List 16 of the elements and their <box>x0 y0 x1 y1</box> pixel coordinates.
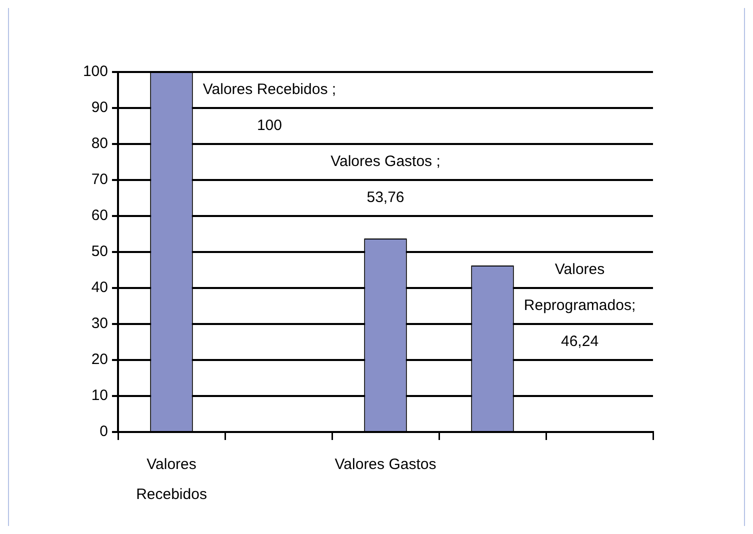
y-tick-label: 10 <box>91 387 108 404</box>
y-tick-label: 90 <box>91 99 108 116</box>
y-tick-label: 20 <box>91 351 108 368</box>
text: Valores Gastos ; 53,76 <box>330 153 440 206</box>
y-tick-label: 50 <box>91 243 108 260</box>
y-tick-label: 30 <box>91 315 108 332</box>
y-tick-label: 60 <box>91 207 108 224</box>
x-tick-label: Valores Gastos <box>334 456 436 474</box>
y-tick-label: 80 <box>91 135 108 152</box>
y-tick-label: 40 <box>91 279 108 296</box>
x-tick-label: Valores Recebidos <box>136 456 207 504</box>
y-tick-label: 0 <box>100 423 108 440</box>
text: Valores Reprogramados; 46,24 <box>524 261 636 350</box>
text: Valores Recebidos ; 100 <box>202 81 336 134</box>
y-tick-label: 100 <box>82 63 108 80</box>
y-tick-label: 70 <box>91 171 108 188</box>
